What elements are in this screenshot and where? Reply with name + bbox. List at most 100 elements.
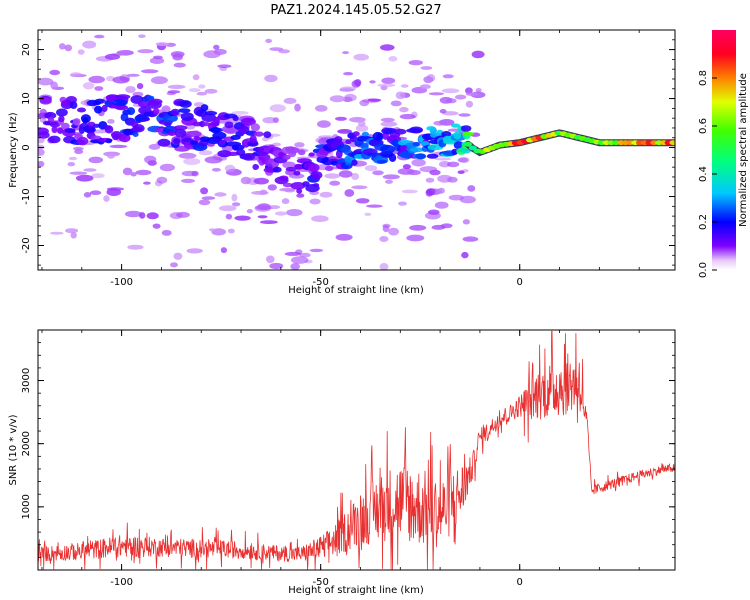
heatmap-cell (447, 161, 460, 168)
x-tick-label: 0 (517, 577, 523, 588)
heatmap-cell (101, 104, 108, 112)
heatmap-cell (380, 44, 395, 51)
heatmap-cell (441, 131, 452, 138)
heatmap-cell (285, 146, 300, 154)
heatmap-cell (150, 76, 168, 85)
heatmap-cell (104, 53, 121, 60)
heatmap-cell (380, 144, 396, 154)
heatmap-cell (465, 100, 473, 108)
heatmap-cell (429, 169, 441, 176)
heatmap-cell (442, 111, 459, 116)
heatmap-cell (67, 162, 76, 167)
heatmap-cell (282, 182, 293, 188)
heatmap-cell (283, 97, 297, 104)
heatmap-cell (409, 147, 425, 153)
heatmap-cell (344, 93, 357, 102)
heatmap-cell (173, 137, 181, 145)
heatmap-cell (38, 127, 49, 135)
heatmap-cell (364, 212, 372, 216)
heatmap-cell (181, 170, 198, 177)
heatmap-cell (372, 170, 384, 176)
heatmap-cell (291, 256, 309, 264)
heatmap-cell (167, 131, 177, 137)
heatmap-cell (282, 161, 296, 169)
heatmap-cell (293, 170, 301, 176)
heatmap-cell (83, 82, 95, 90)
heatmap-cell (125, 86, 136, 93)
heatmap-cell (57, 127, 64, 134)
heatmap-cell (278, 49, 291, 54)
heatmap-cell (201, 113, 217, 122)
heatmap-cell (204, 88, 218, 94)
heatmap-cell (467, 185, 476, 192)
heatmap-cell (324, 165, 334, 172)
heatmap-cell (139, 212, 146, 219)
heatmap-cell (257, 215, 268, 219)
heatmap-cell (77, 136, 89, 146)
heatmap-cell (269, 262, 284, 270)
heatmap-cell (138, 34, 146, 38)
snr-ylabel: SNR (10 * v/v) (8, 414, 19, 485)
y-tick-label: 0 (21, 144, 32, 150)
heatmap-cell (109, 144, 128, 149)
heatmap-cell (285, 166, 297, 172)
heatmap-cell (105, 138, 113, 144)
heatmap-cell (308, 163, 320, 173)
heatmap-cell (152, 223, 161, 229)
heatmap-cell (188, 88, 201, 93)
heatmap-cell (359, 99, 370, 107)
heatmap-cell (415, 153, 427, 160)
heatmap-cell (475, 88, 482, 93)
heatmap-cell (208, 127, 224, 133)
snr-panel: -100 -50 0 1000 2000 3000 Height of straight … (8, 329, 676, 596)
heatmap-cell (388, 56, 398, 62)
heatmap-cell (259, 189, 268, 195)
colorbar-ticks: 0.0 0.2 0.4 0.6 0.8 (698, 70, 717, 278)
heatmap-cell (358, 120, 366, 127)
heatmap-cell (68, 156, 78, 161)
heatmap-cell (204, 111, 218, 116)
heatmap-cell (141, 69, 159, 74)
heatmap-cell (459, 195, 476, 204)
heatmap-cell (382, 224, 390, 233)
heatmap-cell (381, 77, 396, 84)
heatmap-cell (200, 104, 209, 112)
heatmap-cell (178, 152, 197, 159)
heatmap-cell (88, 156, 104, 164)
heatmap-cell (126, 73, 140, 77)
heatmap-cell (65, 228, 79, 234)
chart-title: PAZ1.2024.145.05.52.G27 (270, 3, 441, 18)
heatmap-cell (198, 84, 206, 89)
heatmap-cell (388, 227, 400, 236)
heatmap-cell (77, 49, 85, 55)
y-tick-label: 2000 (21, 431, 32, 456)
heatmap-cell (419, 84, 431, 90)
heatmap-cell (112, 76, 130, 84)
heatmap-cell (84, 127, 96, 132)
heatmap-cell (73, 146, 84, 151)
heatmap-cell (124, 210, 142, 218)
heatmap-cell (64, 44, 73, 52)
colorbar-tick-label: 0.6 (698, 118, 709, 134)
heatmap-cell (464, 141, 472, 147)
heatmap-cell (148, 98, 163, 105)
heatmap-cell (262, 117, 278, 124)
heatmap-cell (376, 159, 388, 164)
heatmap-cell (253, 177, 269, 185)
heatmap-cell (310, 171, 323, 180)
heatmap-cell (353, 53, 370, 61)
heatmap-cells (38, 34, 675, 270)
heatmap-cell (425, 177, 435, 183)
heatmap-cell (214, 192, 227, 197)
heatmap-cell (308, 152, 315, 157)
heatmap-cell (107, 153, 115, 159)
heatmap-cell (465, 87, 473, 94)
heatmap-cell (408, 60, 423, 66)
heatmap-cell (329, 180, 341, 186)
snr-frame (37, 329, 676, 571)
heatmap-cell (153, 107, 160, 115)
heatmap-cell (266, 255, 275, 264)
heatmap-cell (152, 55, 163, 60)
heatmap-cell (385, 179, 393, 184)
